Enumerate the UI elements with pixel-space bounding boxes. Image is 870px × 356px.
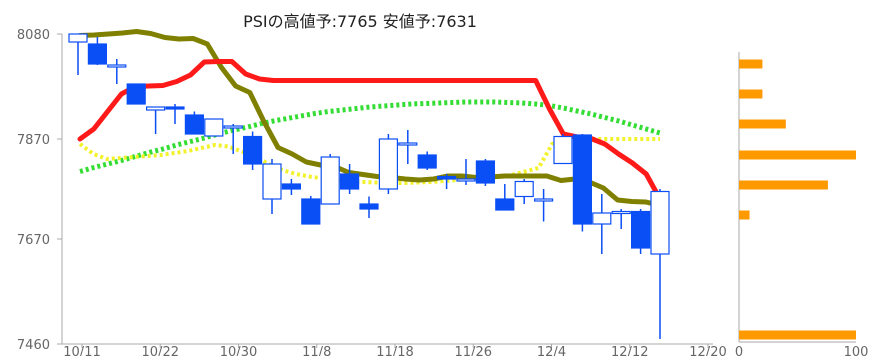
candle-body	[437, 175, 457, 180]
histogram-bar	[739, 89, 763, 99]
candle	[301, 196, 321, 225]
histogram-tick-label: 0	[735, 345, 743, 356]
x-tick-label: 12/20	[689, 345, 726, 356]
candle-body	[320, 156, 340, 205]
x-tick-label: 11/18	[376, 345, 413, 356]
candle	[514, 179, 534, 204]
histogram-bar	[739, 59, 763, 69]
candle-body	[630, 210, 651, 249]
y-tick-label: 7460	[17, 338, 50, 353]
y-tick-label: 7670	[17, 233, 50, 248]
candle-body	[340, 173, 360, 190]
candle	[378, 134, 398, 194]
axis-labels: 8080 7870 7670 7460 10/11 10/22 10/30 11/8 11/18…	[17, 28, 869, 356]
candle-body	[398, 142, 418, 146]
x-tick-label: 10/30	[220, 345, 257, 356]
candle	[398, 130, 418, 164]
histogram-bar	[739, 150, 856, 160]
candle	[592, 194, 612, 254]
candle-body	[495, 198, 515, 211]
candle	[107, 59, 127, 84]
candle	[68, 33, 88, 75]
candle	[475, 159, 495, 186]
candle-body	[223, 125, 243, 129]
candle	[611, 209, 631, 229]
candle	[630, 209, 651, 254]
candle	[243, 131, 263, 170]
candle-body	[68, 33, 88, 43]
candle	[320, 154, 340, 205]
candle	[184, 111, 204, 135]
x-tick-label: 11/26	[455, 345, 492, 356]
candle-body	[611, 210, 631, 215]
candle-body	[475, 160, 495, 184]
candle-body	[262, 163, 282, 200]
candle-body	[359, 203, 379, 210]
y-tick-label: 7870	[17, 133, 50, 148]
candle	[572, 134, 593, 232]
olive-line	[77, 29, 663, 208]
histogram-bar	[739, 330, 856, 340]
candle	[495, 184, 515, 211]
candle	[437, 174, 457, 189]
histogram-bar	[739, 180, 828, 190]
candle-body	[650, 190, 670, 255]
x-tick-label: 10/11	[63, 345, 100, 356]
candle-body	[126, 83, 146, 105]
histogram-tick-label: 100	[844, 345, 869, 356]
candle-body	[301, 198, 321, 225]
candle-body	[533, 198, 554, 202]
price-histogram	[739, 59, 856, 340]
candle-body	[165, 106, 185, 110]
candle-body	[87, 43, 108, 65]
candle-body	[243, 135, 263, 165]
candle	[262, 159, 282, 214]
candle	[204, 118, 224, 137]
x-tick-label: 11/8	[302, 345, 331, 356]
candle	[281, 179, 301, 195]
candle-body	[553, 135, 573, 165]
candle	[650, 189, 670, 339]
candle	[340, 164, 360, 194]
x-tick-label: 10/22	[142, 345, 179, 356]
candle	[87, 37, 108, 65]
x-tick-label: 12/12	[611, 345, 648, 356]
axes	[57, 33, 856, 348]
candle	[456, 159, 476, 185]
candle	[126, 83, 146, 105]
candle-body	[184, 114, 204, 135]
histogram-bar	[739, 210, 750, 220]
candle-body	[378, 138, 398, 190]
candle-body	[514, 180, 534, 198]
candle	[359, 196, 379, 218]
candlesticks	[68, 33, 670, 339]
candle-body	[592, 212, 612, 225]
histogram-bar	[739, 119, 786, 129]
candle	[553, 134, 573, 165]
candle-body	[204, 118, 224, 137]
candle-body	[572, 134, 593, 225]
candle	[223, 124, 243, 154]
chart-title: PSIの高値予:7765 安値予:7631	[243, 12, 477, 31]
candle-body	[146, 106, 166, 111]
candle	[165, 104, 185, 124]
y-tick-label: 8080	[17, 28, 50, 43]
candle	[417, 151, 437, 170]
candle-body	[417, 154, 437, 169]
candle	[146, 106, 166, 134]
candle	[533, 189, 554, 222]
candle-body	[456, 178, 476, 182]
x-tick-label: 12/4	[537, 345, 566, 356]
candle-body	[107, 64, 127, 68]
candle-body	[281, 183, 301, 190]
